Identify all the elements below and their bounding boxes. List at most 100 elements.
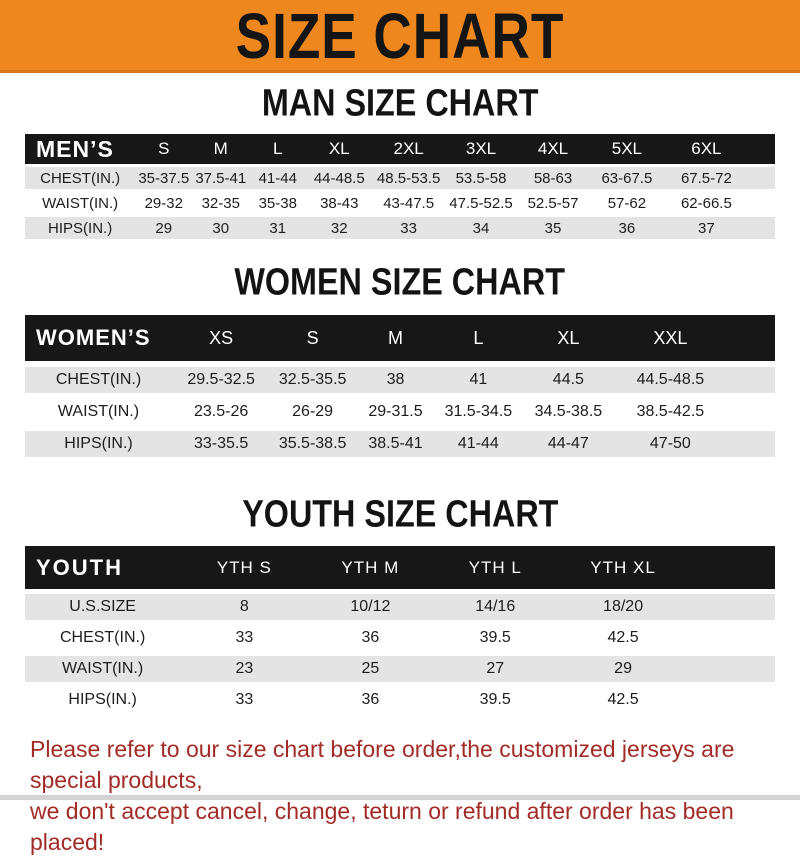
value-cell: 14/16 bbox=[432, 594, 559, 620]
value-cell: 32.5-35.5 bbox=[270, 367, 355, 393]
women-size-chart-section: WOMEN SIZE CHART WOMEN’S XS S M L XL XXL CHEST(… bbox=[0, 260, 800, 463]
value-cell: 23 bbox=[180, 656, 309, 682]
men-section-title: MAN SIZE CHART bbox=[0, 84, 800, 122]
row-label-cell: HIPS(IN.) bbox=[25, 217, 136, 239]
value-cell: 47-50 bbox=[616, 431, 725, 457]
value-cell: 44-48.5 bbox=[306, 167, 373, 189]
value-cell: 29.5-32.5 bbox=[172, 367, 271, 393]
table-header-row: MEN’S S M L XL 2XL 3XL 4XL 5XL 6XL bbox=[25, 134, 775, 164]
value-cell: 38 bbox=[355, 367, 436, 393]
column-header: S bbox=[135, 134, 193, 164]
value-cell: 41 bbox=[436, 367, 521, 393]
column-header: YTH XL bbox=[558, 546, 688, 589]
column-header: S bbox=[270, 315, 355, 361]
column-header: YTH M bbox=[308, 546, 433, 589]
value-cell: 57-62 bbox=[607, 194, 647, 212]
value-cell: 18/20 bbox=[558, 594, 688, 620]
value-cell: 39.5 bbox=[479, 691, 511, 708]
banner: SIZE CHART bbox=[0, 0, 800, 73]
table-row: WAIST(IN.) 23.5-26 26-29 29-31.5 31.5-34.5 34… bbox=[25, 399, 775, 425]
row-label-cell: HIPS(IN.) bbox=[68, 691, 137, 708]
women-section-title-text: WOMEN SIZE CHART bbox=[234, 260, 566, 303]
value-cell: 36 bbox=[361, 629, 380, 646]
value-cell: 29 bbox=[135, 217, 193, 239]
row-label-cell: CHEST(IN.) bbox=[25, 167, 136, 189]
youth-section-title-text: YOUTH SIZE CHART bbox=[241, 492, 559, 535]
header-spacer bbox=[748, 134, 775, 164]
value-cell: 29-31.5 bbox=[368, 403, 423, 420]
table-header-row: YOUTH YTH S YTH M YTH L YTH XL bbox=[25, 546, 775, 589]
row-spacer bbox=[724, 367, 775, 393]
column-header: L bbox=[436, 315, 521, 361]
value-cell: 41-44 bbox=[249, 167, 307, 189]
value-cell: 37 bbox=[664, 217, 748, 239]
column-header: 5XL bbox=[589, 134, 665, 164]
value-cell: 29-32 bbox=[144, 194, 183, 212]
row-label-cell: WAIST(IN.) bbox=[57, 403, 140, 420]
value-cell: 44-47 bbox=[520, 431, 616, 457]
value-cell: 36 bbox=[589, 217, 665, 239]
value-cell: 44.5 bbox=[520, 367, 616, 393]
column-header: 2XL bbox=[372, 134, 445, 164]
bottom-strip bbox=[0, 795, 800, 800]
column-header: XS bbox=[172, 315, 271, 361]
value-cell: 35.5-38.5 bbox=[270, 431, 355, 457]
table-row: CHEST(IN.) 35-37.5 37.5-41 41-44 44-48.5 48.5… bbox=[25, 167, 775, 189]
table-row: WAIST(IN.) 23 25 27 29 bbox=[25, 656, 775, 682]
footer-line-1: Please refer to our size chart before or… bbox=[30, 736, 735, 793]
youth-size-table: YOUTH YTH S YTH M YTH L YTH XL U.S.SIZE 8 10/12… bbox=[25, 541, 775, 718]
row-spacer bbox=[687, 656, 775, 682]
row-spacer bbox=[688, 687, 775, 713]
value-cell: 37.5-41 bbox=[192, 167, 250, 189]
value-cell: 29 bbox=[558, 656, 688, 682]
value-cell: 34 bbox=[445, 217, 517, 239]
column-header: 3XL bbox=[445, 134, 517, 164]
row-label-cell: WAIST(IN.) bbox=[42, 194, 119, 212]
row-label-cell: WAIST(IN.) bbox=[25, 656, 181, 682]
women-section-title: WOMEN SIZE CHART bbox=[0, 260, 800, 303]
value-cell: 39.5 bbox=[479, 629, 511, 646]
table-row: CHEST(IN.) 29.5-32.5 32.5-35.5 38 41 44.5 44.5… bbox=[25, 367, 775, 393]
value-cell: 38-43 bbox=[320, 194, 359, 212]
value-cell: 33 bbox=[235, 691, 254, 708]
men-size-chart-section: MAN SIZE CHART MEN’S S M L XL 2XL 3XL 4XL 5XL 6XL… bbox=[0, 84, 800, 242]
row-label-cell: U.S.SIZE bbox=[25, 594, 181, 620]
table-header-row: WOMEN’S XS S M L XL XXL bbox=[25, 315, 775, 361]
column-header: M bbox=[192, 134, 250, 164]
value-cell: 42.5 bbox=[607, 691, 639, 708]
value-cell: 26-29 bbox=[292, 403, 334, 420]
value-cell: 33 bbox=[372, 217, 445, 239]
value-cell: 35-37.5 bbox=[135, 167, 193, 189]
value-cell: 38.5-42.5 bbox=[636, 403, 705, 420]
row-label-cell: HIPS(IN.) bbox=[25, 431, 172, 457]
value-cell: 48.5-53.5 bbox=[372, 167, 445, 189]
table-row: U.S.SIZE 8 10/12 14/16 18/20 bbox=[25, 594, 775, 620]
value-cell: 41-44 bbox=[436, 431, 521, 457]
value-cell: 67.5-72 bbox=[664, 167, 748, 189]
value-cell: 23.5-26 bbox=[193, 403, 249, 420]
table-corner-label: MEN’S bbox=[25, 134, 136, 164]
youth-size-chart-section: YOUTH SIZE CHART YOUTH YTH S YTH M YTH L YTH… bbox=[0, 492, 800, 718]
row-spacer bbox=[687, 594, 775, 620]
row-spacer bbox=[725, 399, 775, 425]
column-header: XL bbox=[520, 315, 616, 361]
column-header: YTH L bbox=[432, 546, 559, 589]
footer-line-2: we don't accept cancel, change, teturn o… bbox=[30, 798, 734, 855]
value-cell: 8 bbox=[180, 594, 309, 620]
value-cell: 30 bbox=[192, 217, 250, 239]
column-header: XXL bbox=[616, 315, 725, 361]
value-cell: 33 bbox=[235, 629, 254, 646]
value-cell: 32 bbox=[306, 217, 373, 239]
value-cell: 43-47.5 bbox=[383, 194, 435, 212]
header-spacer bbox=[687, 546, 775, 589]
banner-title: SIZE CHART bbox=[235, 0, 565, 72]
column-header: XL bbox=[306, 134, 373, 164]
row-label-cell: CHEST(IN.) bbox=[25, 367, 172, 393]
value-cell: 58-63 bbox=[517, 167, 589, 189]
column-header: M bbox=[355, 315, 436, 361]
value-cell: 25 bbox=[308, 656, 433, 682]
table-row: HIPS(IN.) 33 36 39.5 42.5 bbox=[25, 687, 775, 713]
value-cell: 53.5-58 bbox=[445, 167, 517, 189]
header-spacer bbox=[724, 315, 775, 361]
table-row: WAIST(IN.) 29-32 32-35 35-38 38-43 43-47.5 47.… bbox=[25, 192, 775, 214]
